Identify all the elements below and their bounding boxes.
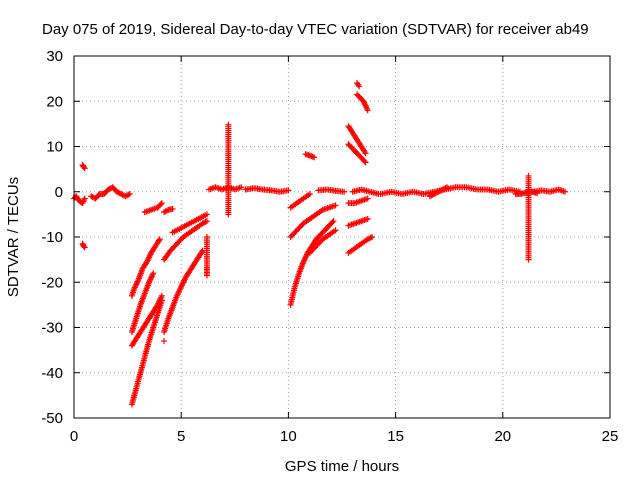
series-arc-16 <box>206 184 245 193</box>
data-point <box>126 191 133 198</box>
data-point <box>285 187 292 194</box>
data-point <box>444 184 451 191</box>
data-point <box>156 236 163 243</box>
series-arc-02 <box>79 162 88 172</box>
data-point <box>225 211 232 218</box>
y-tick-label: 10 <box>46 139 63 156</box>
series-arc-27 <box>354 91 371 114</box>
data-point <box>332 202 339 209</box>
x-tick-label: 0 <box>70 428 78 445</box>
series-arc-23 <box>306 227 339 256</box>
x-tick-labels: 0 5 10 15 20 25 <box>70 428 619 445</box>
series-arc-37 <box>529 186 568 195</box>
series-arc-08 <box>128 297 165 408</box>
data-point <box>561 188 568 195</box>
series-arc-21 <box>287 191 313 211</box>
data-point <box>361 148 368 155</box>
series-arc-10 <box>161 247 206 336</box>
x-tick-label: 25 <box>602 428 619 445</box>
series-arc-01 <box>71 193 88 207</box>
series-arc-29 <box>345 195 371 207</box>
data-point <box>361 158 368 165</box>
series-arc-26 <box>345 141 369 166</box>
series-arc-12 <box>161 205 176 216</box>
series-arc-13 <box>169 211 210 236</box>
data-point <box>362 159 369 166</box>
x-tick-label: 5 <box>177 428 185 445</box>
series-arc-36 <box>525 172 532 263</box>
data-point <box>525 256 532 263</box>
axis-ticks <box>73 55 611 419</box>
series-arc-17 <box>225 121 232 218</box>
series-arc-18 <box>242 185 292 195</box>
series-arc-14 <box>161 338 168 345</box>
x-tick-label: 10 <box>280 428 297 445</box>
series-arc-04 <box>88 184 133 202</box>
y-tick-label: -10 <box>41 229 63 246</box>
data-point <box>81 165 88 172</box>
data-points <box>71 80 568 408</box>
data-point <box>80 243 87 250</box>
series-arc-24 <box>315 186 348 195</box>
data-point <box>332 227 339 234</box>
series-arc-31 <box>345 234 376 256</box>
data-point <box>80 163 87 170</box>
series-arc-09 <box>141 200 165 216</box>
x-axis-label: GPS time / hours <box>285 458 399 475</box>
data-point <box>369 234 376 240</box>
data-point <box>158 200 165 207</box>
series-arc-19 <box>287 218 337 308</box>
data-point <box>203 272 210 279</box>
series-arc-32 <box>349 186 382 198</box>
data-point <box>311 154 318 161</box>
data-point <box>330 218 337 225</box>
series-arc-03 <box>79 240 88 251</box>
data-point <box>81 195 88 202</box>
data-point <box>81 244 88 251</box>
y-tick-label: 0 <box>55 184 63 201</box>
data-point <box>306 191 313 198</box>
y-tick-label: -40 <box>41 365 63 382</box>
data-point <box>157 201 164 208</box>
series-arc-22 <box>302 151 318 161</box>
x-tick-label: 20 <box>494 428 511 445</box>
data-point <box>364 215 371 222</box>
y-tick-label: 30 <box>46 48 63 65</box>
series-arc-07 <box>128 292 165 349</box>
data-point <box>362 150 369 157</box>
y-tick-label: -20 <box>41 274 63 291</box>
y-axis-label: SDTVAR / TECUs <box>5 177 22 297</box>
y-tick-label: -30 <box>41 320 63 337</box>
series-arc-25 <box>345 123 369 157</box>
series-arc-05 <box>128 236 163 299</box>
y-tick-labels: 30 20 10 0 -10 -20 -30 -40 -50 <box>41 48 63 427</box>
chart-title: Day 075 of 2019, Sidereal Day-to-day VTE… <box>42 21 589 38</box>
data-point <box>158 297 165 304</box>
data-point <box>356 83 363 90</box>
data-point <box>329 219 336 226</box>
y-tick-label: 20 <box>46 93 63 110</box>
series-arc-28 <box>354 80 363 90</box>
data-point <box>161 338 168 345</box>
data-point <box>203 211 210 218</box>
series-arc-30 <box>345 215 371 229</box>
data-point <box>364 195 371 202</box>
data-point <box>169 205 176 212</box>
series-arc-06 <box>128 270 157 336</box>
data-point <box>155 237 162 244</box>
data-point <box>203 218 210 225</box>
series-arc-15 <box>203 234 210 279</box>
data-point <box>198 248 205 255</box>
data-point <box>150 270 157 277</box>
series-arc-11 <box>161 218 210 263</box>
data-point <box>238 184 245 191</box>
series-arc-20 <box>287 202 339 240</box>
data-point <box>364 107 371 114</box>
y-tick-label: -50 <box>41 410 63 427</box>
series-arc-34 <box>426 184 451 200</box>
x-tick-label: 15 <box>387 428 404 445</box>
data-point <box>341 188 348 195</box>
